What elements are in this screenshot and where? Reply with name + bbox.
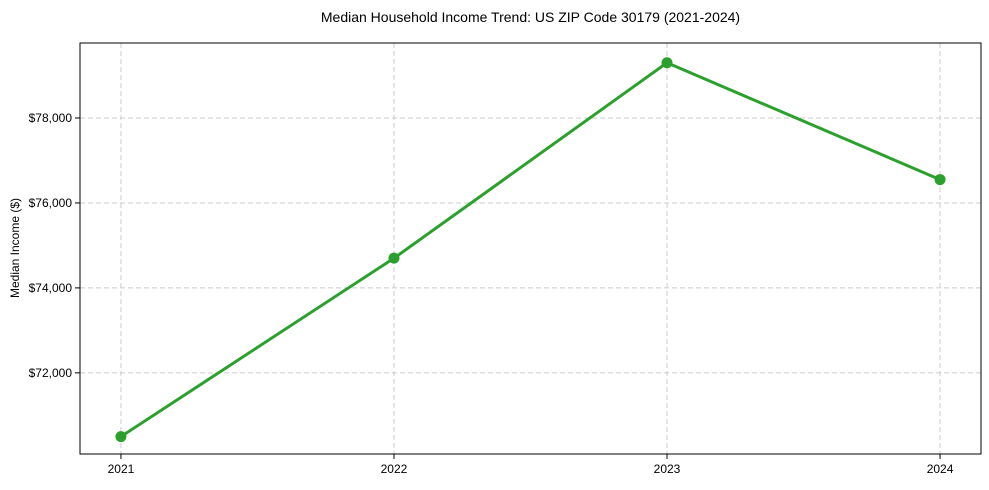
x-tick-label: 2023 [654, 462, 681, 476]
y-tick-label: $72,000 [29, 366, 73, 380]
data-line [119, 61, 942, 439]
data-point [388, 252, 400, 264]
x-tick-label: 2022 [381, 462, 408, 476]
y-tick-label: $78,000 [29, 111, 73, 125]
y-tick-label: $74,000 [29, 281, 73, 295]
x-tick-label: 2024 [927, 462, 954, 476]
data-point [934, 174, 946, 186]
y-tick-label: $76,000 [29, 196, 73, 210]
chart-title: Median Household Income Trend: US ZIP Co… [320, 9, 741, 25]
data-point [661, 57, 673, 69]
axes-spines [79, 42, 982, 455]
x-tick-label: 2021 [108, 462, 135, 476]
data-point [115, 431, 127, 443]
